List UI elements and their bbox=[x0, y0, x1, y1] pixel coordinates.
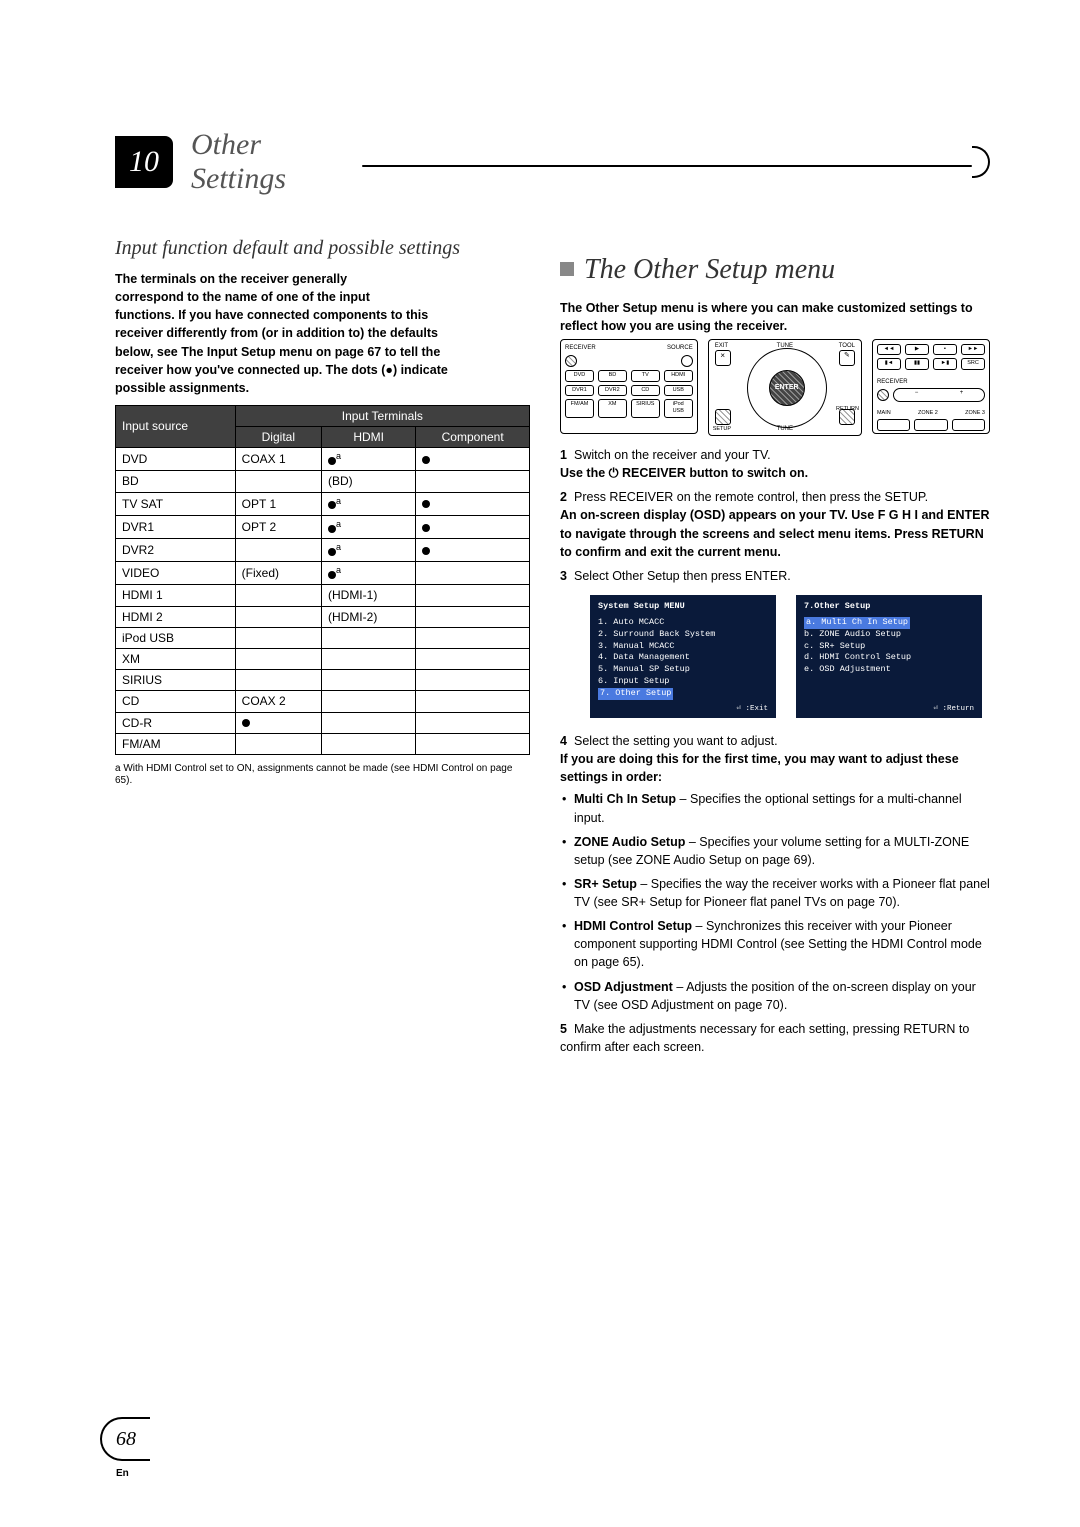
table-row: FM/AM bbox=[116, 733, 530, 754]
chapter-rule bbox=[362, 165, 972, 167]
table-row: DVR1OPT 2a bbox=[116, 515, 530, 538]
osd-boxes: System Setup MENU 1. Auto MCACC 2. Surro… bbox=[590, 595, 990, 718]
left-column: Input function default and possible sett… bbox=[115, 235, 530, 1056]
left-section-title: Input function default and possible sett… bbox=[115, 235, 530, 262]
table-row: CDCOAX 2 bbox=[116, 691, 530, 712]
remote-wheel-pad: EXIT TUNE TOOL × ✎ ENTER SETUP TUNE RETU… bbox=[708, 339, 862, 436]
terminals-table: Input source Input Terminals Digital HDM… bbox=[115, 405, 530, 755]
step-5: 5Make the adjustments necessary for each… bbox=[560, 1020, 990, 1056]
enter-button: ENTER bbox=[769, 370, 805, 406]
right-section-title: The Other Setup menu bbox=[560, 251, 990, 289]
table-row: CD-R bbox=[116, 712, 530, 733]
step-2: 2Press RECEIVER on the remote control, t… bbox=[560, 488, 990, 561]
footnote-a: a With HDMI Control set to ON, assignmen… bbox=[115, 763, 530, 788]
osd-right: 7.Other Setup a. Multi Ch In Setup b. ZO… bbox=[796, 595, 982, 718]
th-input-source: Input source bbox=[116, 405, 236, 447]
settings-bullets: Multi Ch In Setup – Specifies the option… bbox=[560, 790, 990, 1013]
right-column: The Other Setup menu The Other Setup men… bbox=[560, 235, 990, 1056]
table-row: TV SATOPT 1a bbox=[116, 492, 530, 515]
chapter-rule-cap bbox=[972, 146, 990, 178]
language-label: En bbox=[116, 1468, 129, 1479]
step-3: 3Select Other Setup then press ENTER. bbox=[560, 567, 990, 585]
table-row: DVR2a bbox=[116, 539, 530, 562]
step-1: 1Switch on the receiver and your TV. Use… bbox=[560, 446, 990, 482]
remote-diagram: RECEIVERSOURCE DVDBDTVHDMI DVR1DVR2CDUSB… bbox=[560, 339, 990, 436]
th-hdmi: HDMI bbox=[321, 427, 415, 448]
chapter-title: Other Settings bbox=[191, 128, 350, 196]
table-row: BD(BD) bbox=[116, 471, 530, 492]
list-item: OSD Adjustment – Adjusts the position of… bbox=[560, 978, 990, 1014]
columns: Input function default and possible sett… bbox=[115, 235, 990, 1056]
left-intro: The terminals on the receiver generally … bbox=[115, 270, 530, 397]
list-item: HDMI Control Setup – Synchronizes this r… bbox=[560, 917, 990, 971]
page: 10 Other Settings Input function default… bbox=[0, 0, 1080, 1527]
osd-left: System Setup MENU 1. Auto MCACC 2. Surro… bbox=[590, 595, 776, 718]
table-row: VIDEO(Fixed)a bbox=[116, 562, 530, 585]
remote-right-pad: ◄◄▶▪►► ▮◄▮▮►▮SRC RECEIVER −+ MAINZONE 2Z… bbox=[872, 339, 990, 434]
th-component: Component bbox=[416, 427, 530, 448]
list-item: SR+ Setup – Specifies the way the receiv… bbox=[560, 875, 990, 911]
page-number: 68 bbox=[100, 1417, 150, 1461]
list-item: ZONE Audio Setup – Specifies your volume… bbox=[560, 833, 990, 869]
th-input-terminals: Input Terminals bbox=[235, 405, 529, 426]
list-item: Multi Ch In Setup – Specifies the option… bbox=[560, 790, 990, 826]
chapter-header: 10 Other Settings bbox=[115, 128, 990, 196]
step-4: 4Select the setting you want to adjust. … bbox=[560, 732, 990, 786]
table-row: HDMI 1(HDMI-1) bbox=[116, 585, 530, 606]
nav-wheel: ENTER bbox=[747, 348, 827, 428]
remote-left-pad: RECEIVERSOURCE DVDBDTVHDMI DVR1DVR2CDUSB… bbox=[560, 339, 698, 434]
table-row: iPod USB bbox=[116, 627, 530, 648]
table-row: SIRIUS bbox=[116, 670, 530, 691]
th-digital: Digital bbox=[235, 427, 321, 448]
table-row: DVDCOAX 1a bbox=[116, 448, 530, 471]
chapter-number: 10 bbox=[115, 136, 173, 188]
right-intro: The Other Setup menu is where you can ma… bbox=[560, 299, 990, 335]
table-row: HDMI 2(HDMI-2) bbox=[116, 606, 530, 627]
table-row: XM bbox=[116, 648, 530, 669]
